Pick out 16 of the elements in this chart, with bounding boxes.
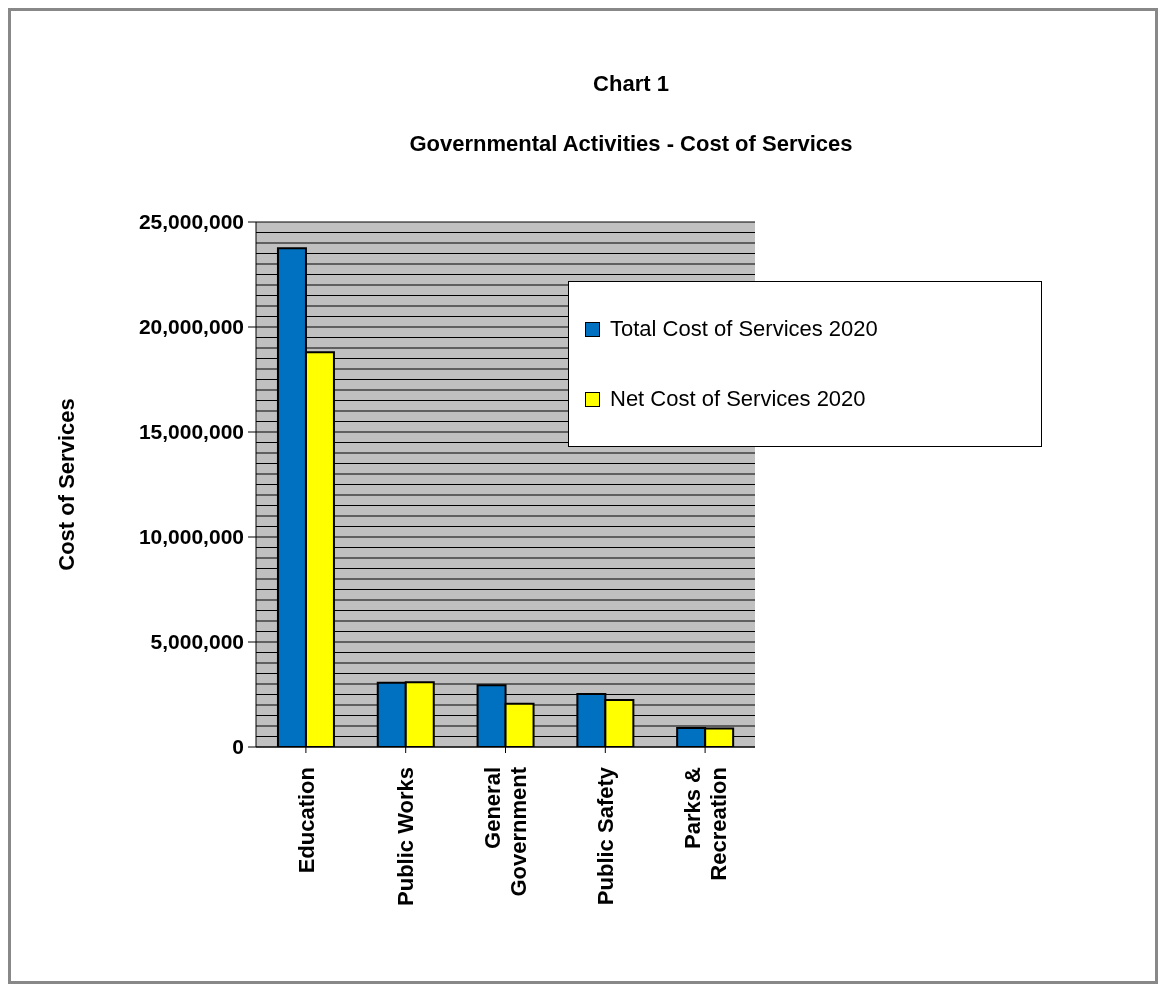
y-tick-label: 0 bbox=[232, 735, 244, 759]
x-tick-label: General Government bbox=[480, 766, 532, 897]
legend-label: Total Cost of Services 2020 bbox=[610, 316, 878, 342]
x-tick-label: Public Safety bbox=[593, 766, 618, 906]
y-tick-label: 20,000,000 bbox=[138, 315, 244, 339]
y-tick-label: 15,000,000 bbox=[138, 420, 244, 444]
legend-label: Net Cost of Services 2020 bbox=[610, 386, 866, 412]
y-axis-title: Cost of Services bbox=[53, 398, 79, 571]
chart-title: Chart 1 bbox=[592, 71, 670, 97]
y-tick-label: 25,000,000 bbox=[138, 210, 244, 234]
y-tick-label: 10,000,000 bbox=[138, 525, 244, 549]
x-tick-label: Public Works bbox=[393, 767, 419, 906]
chart-subtitle: Governmental Activities - Cost of Services bbox=[408, 131, 854, 157]
y-tick-label: 5,000,000 bbox=[150, 630, 244, 654]
x-tick-label: Parks & Recreation bbox=[679, 766, 731, 881]
x-tick-label: Education bbox=[293, 767, 319, 874]
